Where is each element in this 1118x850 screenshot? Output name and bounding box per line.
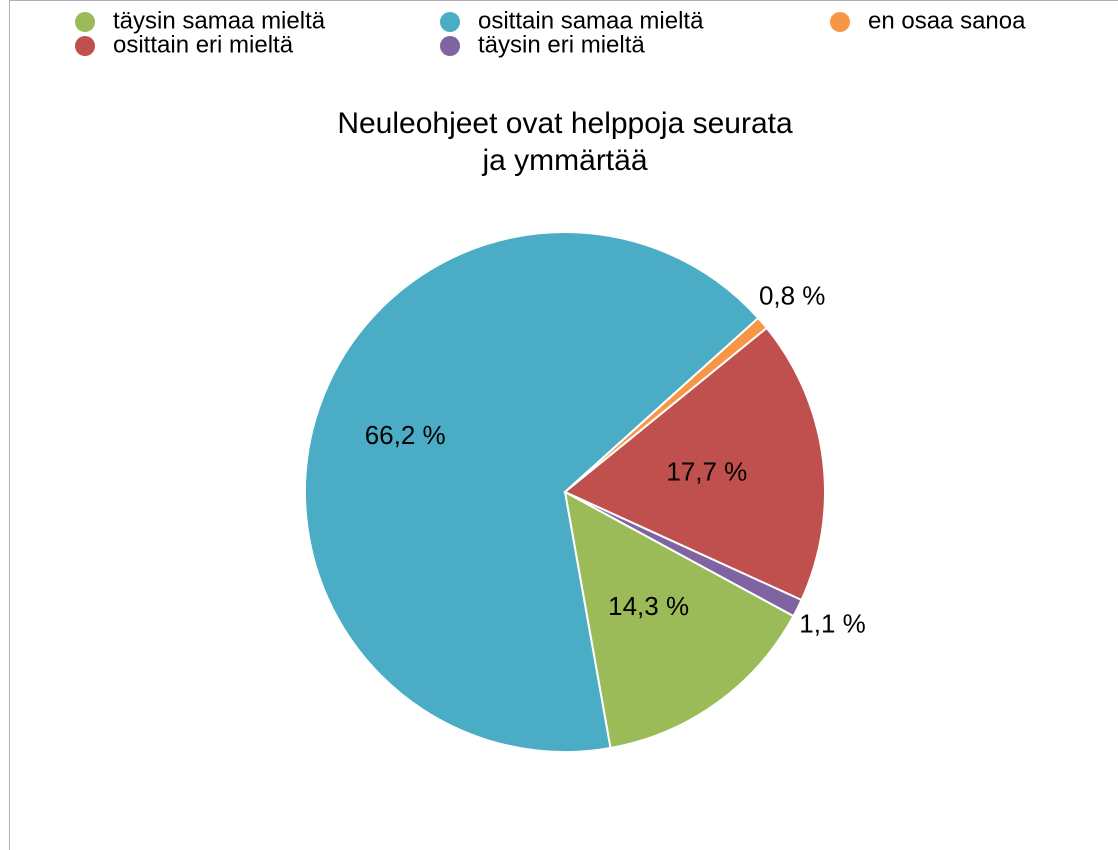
legend-label: osittain eri mieltä — [113, 31, 294, 58]
pie-slice — [563, 490, 795, 750]
legend-marker — [440, 12, 460, 32]
pie-slice — [304, 231, 760, 753]
legend-marker — [75, 12, 95, 32]
data-label: 17,7 % — [666, 457, 747, 487]
legend-label: osittain samaa mieltä — [478, 7, 704, 34]
pie-slice — [563, 326, 826, 602]
data-label: 66,2 % — [365, 420, 446, 450]
legend-marker — [440, 36, 460, 56]
data-label: 14,3 % — [608, 591, 689, 621]
legend-label: en osaa sanoa — [868, 7, 1026, 34]
legend-label: täysin samaa mieltä — [113, 7, 326, 34]
legend-marker — [75, 36, 95, 56]
chart-title: ja ymmärtää — [481, 144, 647, 177]
pie-slice — [564, 491, 803, 618]
data-label: 1,1 % — [799, 608, 866, 638]
chart-frame — [9, 0, 1118, 850]
chart-title: Neuleohjeet ovat helppoja seurata — [337, 107, 793, 140]
legend-label: täysin eri mieltä — [478, 31, 645, 58]
data-label: 0,8 % — [759, 280, 826, 310]
legend-marker — [830, 12, 850, 32]
